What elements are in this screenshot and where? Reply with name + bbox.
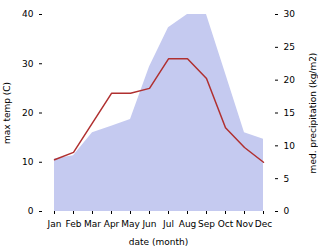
svg-text:Apr: Apr [104,219,120,229]
svg-text:Jul: Jul [162,219,174,229]
svg-text:Mar: Mar [84,219,101,229]
svg-text:10: 10 [284,141,296,151]
svg-text:40: 40 [22,9,34,19]
svg-text:med. precipitation (kg/m2): med. precipitation (kg/m2) [308,53,318,174]
svg-text:date (month): date (month) [129,237,188,247]
svg-text:Sep: Sep [198,219,215,229]
svg-text:Jun: Jun [141,219,156,229]
svg-text:Nov: Nov [236,219,254,229]
svg-text:Feb: Feb [66,219,82,229]
svg-text:5: 5 [284,174,290,184]
svg-text:Jan: Jan [47,219,62,229]
svg-text:0: 0 [284,206,290,216]
svg-text:max temp (C): max temp (C) [2,82,12,144]
svg-text:May: May [121,219,140,229]
svg-text:15: 15 [284,108,295,118]
svg-text:Dec: Dec [255,219,272,229]
svg-text:30: 30 [22,59,34,69]
svg-text:30: 30 [284,9,296,19]
svg-text:20: 20 [284,75,296,85]
svg-text:Aug: Aug [179,219,197,229]
svg-text:Oct: Oct [218,219,234,229]
svg-text:25: 25 [284,42,295,52]
svg-text:20: 20 [22,108,34,118]
svg-text:10: 10 [22,157,34,167]
svg-text:0: 0 [28,206,34,216]
